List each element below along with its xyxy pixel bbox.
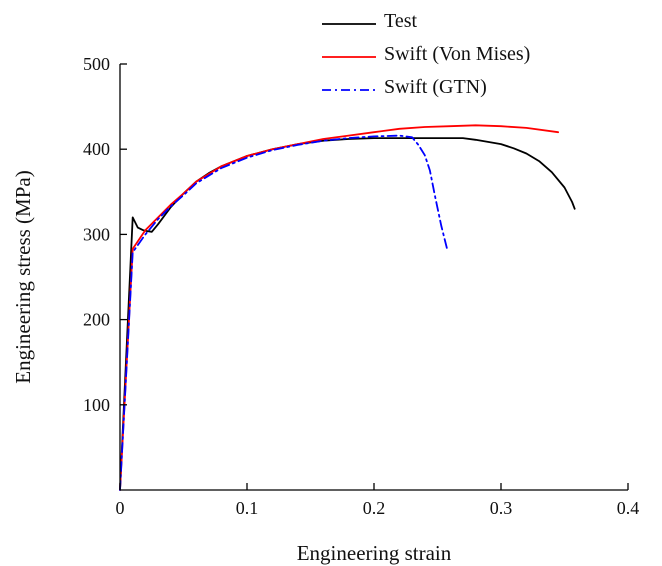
x-axis-title: Engineering strain <box>297 541 452 565</box>
legend: Test Swift (Von Mises) Swift (GTN) <box>322 10 530 98</box>
x-tick-label: 0.1 <box>236 498 259 518</box>
x-tick-label: 0 <box>116 498 125 518</box>
axes-group: 0 0.1 0.2 0.3 0.4 100 200 300 400 500 <box>83 54 639 518</box>
y-tick-label: 100 <box>83 395 110 415</box>
legend-label-2: Swift (Von Mises) <box>384 43 530 65</box>
y-tick-label: 400 <box>83 139 110 159</box>
y-axis-title: Engineering stress (MPa) <box>11 170 35 383</box>
series-line-1 <box>119 137 576 491</box>
y-tick-label: 500 <box>83 54 110 74</box>
x-tick-label: 0.3 <box>490 498 513 518</box>
series-group <box>119 124 576 491</box>
series-line-2 <box>119 124 559 491</box>
legend-label-1: Test <box>384 10 417 32</box>
series-line-3 <box>119 134 449 491</box>
x-tick-label: 0.4 <box>617 498 640 518</box>
x-tick-label: 0.2 <box>363 498 386 518</box>
legend-label-3: Swift (GTN) <box>384 76 487 98</box>
y-tick-label: 300 <box>83 224 110 244</box>
y-tick-label: 200 <box>83 310 110 330</box>
